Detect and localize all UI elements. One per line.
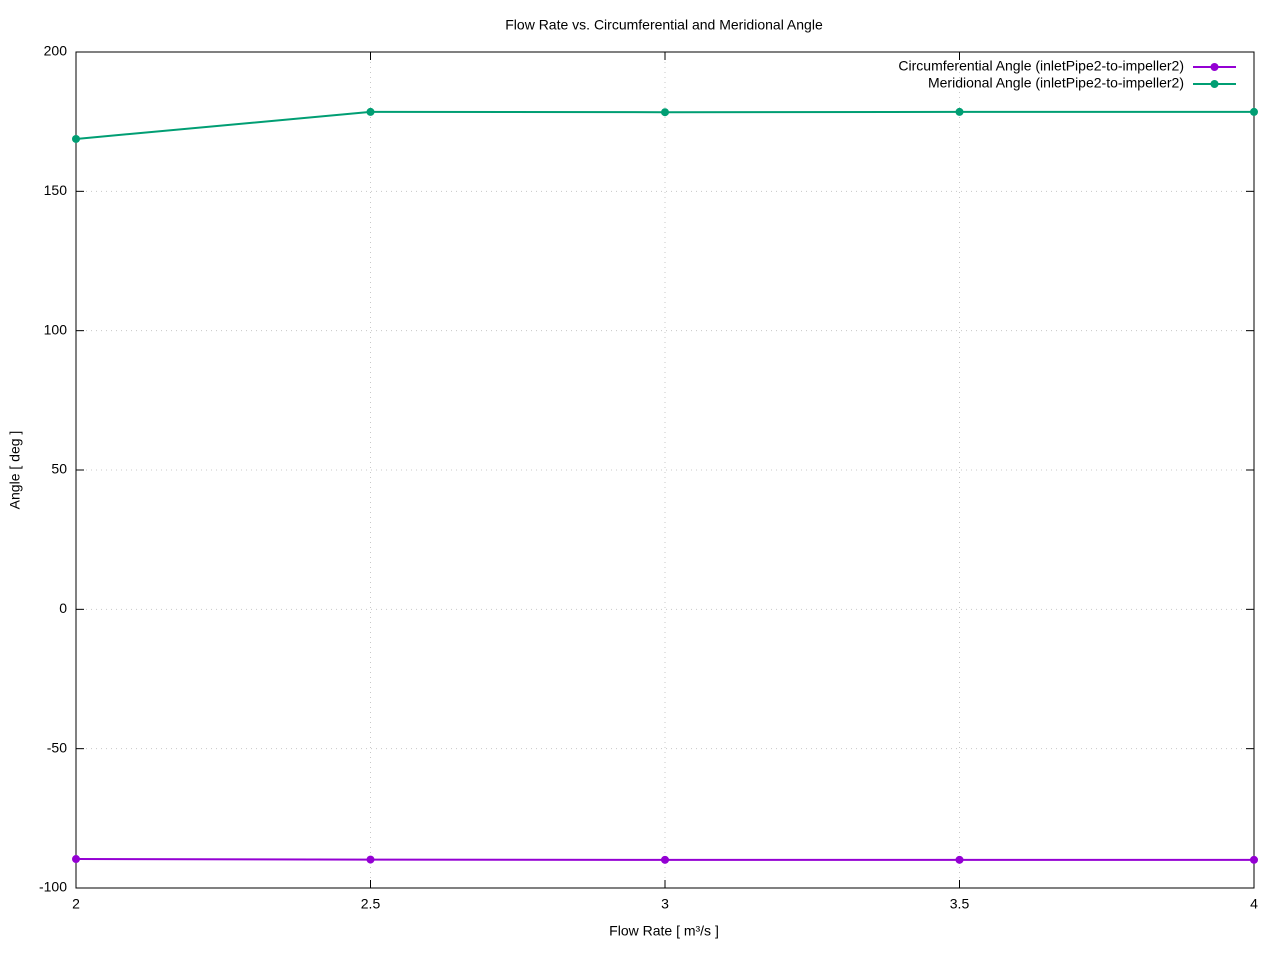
x-tick-label: 3 <box>661 896 669 912</box>
legend-label: Meridional Angle (inletPipe2-to-impeller… <box>928 75 1184 91</box>
legend-marker <box>1210 80 1219 88</box>
plot-frame <box>75 51 1255 889</box>
y-tick-label: -50 <box>47 739 67 755</box>
legend-label: Circumferential Angle (inletPipe2-to-imp… <box>898 58 1184 74</box>
data-point <box>366 855 375 864</box>
data-point <box>72 855 80 864</box>
x-tick-label: 4 <box>1250 896 1258 912</box>
legend-marker <box>1210 63 1219 71</box>
x-tick-label: 2.5 <box>361 896 381 912</box>
x-axis-label: Flow Rate [ m³/s ] <box>609 923 719 939</box>
x-tick-label: 3.5 <box>950 896 970 912</box>
y-tick-label: 100 <box>44 321 68 337</box>
data-point <box>1250 855 1258 864</box>
y-tick-label: -100 <box>39 879 67 895</box>
y-tick-label: 150 <box>44 182 68 198</box>
data-point <box>661 108 669 117</box>
data-point <box>661 855 669 864</box>
y-axis-label: Angle [ deg ] <box>7 431 23 510</box>
y-tick-label: 200 <box>44 43 68 59</box>
data-point <box>1250 107 1258 116</box>
x-tick-label: 2 <box>72 896 80 912</box>
data-point <box>72 134 80 143</box>
data-point <box>366 107 375 116</box>
y-tick-label: 50 <box>51 461 67 477</box>
data-point <box>955 107 964 116</box>
data-point <box>955 855 964 864</box>
chart-title: Flow Rate vs. Circumferential and Meridi… <box>505 17 823 33</box>
y-tick-label: 0 <box>59 600 67 616</box>
